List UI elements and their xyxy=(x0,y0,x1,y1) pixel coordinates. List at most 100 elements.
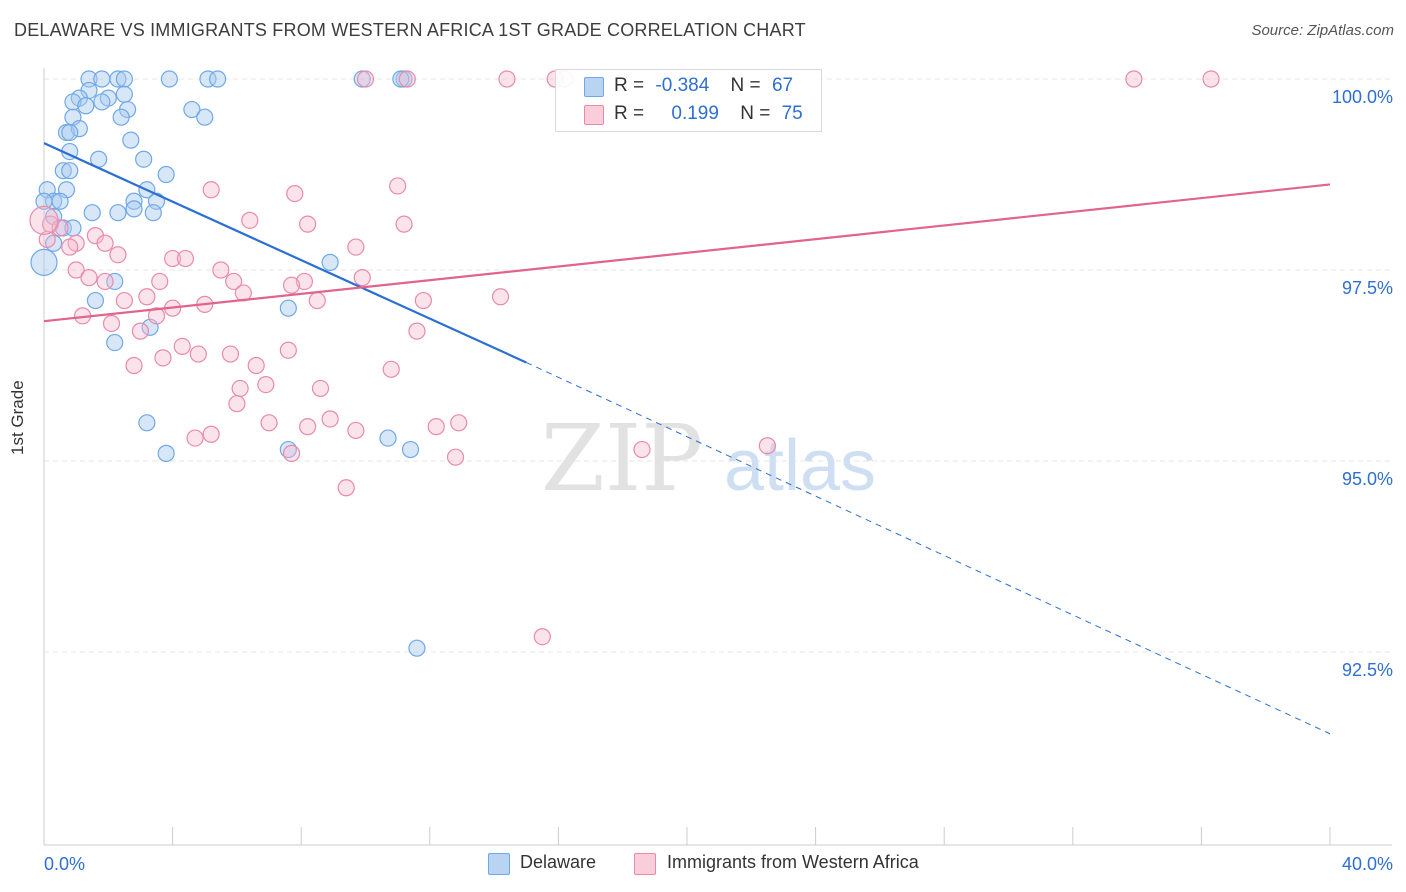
data-point-western-africa xyxy=(109,246,127,264)
data-point-delaware xyxy=(106,272,124,291)
correlation-legend: R = -0.384 N = 67 R = 0.199 N = 75 xyxy=(555,69,822,132)
legend-r-value: 0.199 xyxy=(671,103,719,124)
data-point-western-africa xyxy=(758,437,776,455)
trend-lines xyxy=(43,142,1331,735)
x-tick-label: 40.0% xyxy=(1342,854,1393,874)
data-point-delaware xyxy=(157,165,175,184)
data-point-delaware xyxy=(135,150,153,168)
data-point-delaware xyxy=(138,414,156,432)
data-point-western-africa xyxy=(311,379,330,398)
y-tick-label: 97.5% xyxy=(1342,278,1393,298)
data-point-delaware xyxy=(408,639,426,657)
series-legend: Delaware Immigrants from Western Africa xyxy=(0,852,1406,878)
data-point-western-africa xyxy=(398,70,416,88)
data-point-western-africa xyxy=(154,349,172,367)
trend-line-delaware-extension xyxy=(526,361,1331,735)
data-point-western-africa xyxy=(202,425,220,443)
data-point-western-africa xyxy=(408,322,426,340)
data-point-western-africa xyxy=(260,414,278,432)
chart-title: DELAWARE VS IMMIGRANTS FROM WESTERN AFRI… xyxy=(14,20,806,40)
series-legend-label-delaware: Delaware xyxy=(520,852,597,872)
data-point-western-africa xyxy=(67,261,85,279)
data-point-western-africa xyxy=(533,628,551,646)
data-point-western-africa xyxy=(356,70,375,88)
data-point-delaware xyxy=(109,70,127,88)
data-point-western-africa xyxy=(212,261,230,279)
data-point-western-africa xyxy=(231,379,249,398)
data-point-western-africa xyxy=(51,219,69,237)
legend-swatch-pink xyxy=(584,105,604,125)
data-point-western-africa xyxy=(176,249,195,268)
data-point-western-africa xyxy=(389,177,407,195)
data-point-delaware xyxy=(321,253,339,271)
data-point-delaware xyxy=(125,200,143,218)
data-point-western-africa xyxy=(80,269,98,287)
data-point-western-africa xyxy=(38,230,56,249)
data-point-western-africa xyxy=(131,322,150,340)
data-point-delaware xyxy=(112,108,130,126)
data-point-delaware xyxy=(115,70,133,88)
data-point-western-africa xyxy=(102,314,121,333)
data-point-western-africa xyxy=(241,211,259,229)
data-point-western-africa xyxy=(382,360,400,378)
data-point-delaware xyxy=(160,70,178,88)
data-point-western-africa xyxy=(337,479,355,497)
data-point-delaware xyxy=(61,162,79,180)
data-point-western-africa xyxy=(414,291,432,310)
data-point-western-africa xyxy=(279,341,297,359)
legend-swatch-blue xyxy=(584,77,604,97)
data-point-delaware xyxy=(45,192,63,210)
legend-row-western-africa: R = 0.199 N = 75 xyxy=(614,103,803,125)
data-point-western-africa xyxy=(498,70,516,88)
data-point-western-africa xyxy=(186,429,204,447)
legend-n-label: N = xyxy=(730,75,761,96)
axes xyxy=(43,68,1392,846)
data-point-delaware xyxy=(199,70,217,88)
series-legend-label-western-africa: Immigrants from Western Africa xyxy=(667,852,919,872)
data-point-delaware xyxy=(196,108,214,126)
tick-labels: 92.5% 95.0% 97.5% 100.0% 0.0% 40.0% xyxy=(44,87,1393,874)
data-point-delaware xyxy=(392,70,410,88)
data-point-western-africa xyxy=(1202,70,1220,88)
data-point-western-africa xyxy=(151,272,169,291)
data-point-western-africa xyxy=(164,249,182,268)
data-point-western-africa xyxy=(295,272,314,291)
data-point-delaware xyxy=(51,192,69,210)
data-point-western-africa xyxy=(491,288,510,306)
y-tick-label: 92.5% xyxy=(1342,660,1393,680)
data-point-western-africa xyxy=(308,291,326,310)
legend-n-value: 75 xyxy=(781,103,803,124)
y-tick-label: 100.0% xyxy=(1332,87,1393,107)
legend-n-value: 67 xyxy=(771,75,794,96)
data-point-delaware xyxy=(379,429,397,447)
data-point-western-africa xyxy=(96,272,114,291)
data-point-delaware xyxy=(93,70,111,88)
data-point-delaware xyxy=(115,85,133,103)
legend-n-label: N = xyxy=(740,103,771,124)
data-point-delaware xyxy=(64,93,82,111)
legend-row-delaware: R = -0.384 N = 67 xyxy=(614,75,793,97)
data-point-delaware xyxy=(157,444,175,462)
data-point-delaware xyxy=(83,204,101,222)
data-point-western-africa xyxy=(147,307,166,325)
data-point-western-africa xyxy=(125,356,143,375)
data-point-western-africa xyxy=(247,356,265,375)
watermark-zip: ZIP xyxy=(541,405,703,512)
data-point-delaware xyxy=(35,192,53,210)
data-point-western-africa xyxy=(299,418,317,436)
data-point-western-africa xyxy=(61,238,79,256)
data-point-western-africa xyxy=(347,421,365,440)
data-point-western-africa xyxy=(299,215,317,233)
data-point-delaware xyxy=(86,291,105,310)
data-point-western-africa xyxy=(29,205,59,235)
watermark-atlas: atlas xyxy=(724,426,876,506)
data-point-western-africa xyxy=(257,376,275,394)
data-point-delaware xyxy=(30,248,58,276)
series-legend-swatch-western-africa xyxy=(634,853,656,875)
data-point-western-africa xyxy=(173,337,191,355)
chart-source: Source: ZipAtlas.com xyxy=(1251,22,1394,39)
data-point-delaware xyxy=(70,120,88,138)
data-point-delaware xyxy=(122,131,140,149)
data-point-western-africa xyxy=(353,269,371,287)
